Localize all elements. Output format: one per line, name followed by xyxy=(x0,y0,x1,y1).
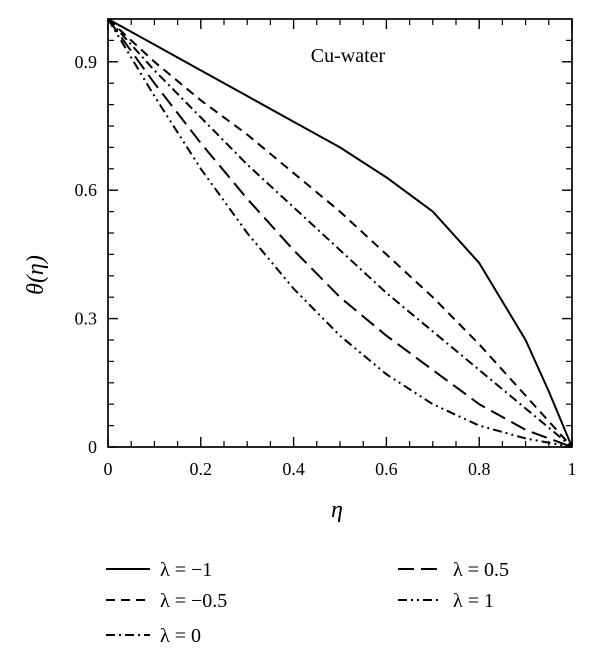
x-tick-label-1: 0 xyxy=(104,459,113,479)
x-ticks: 0 0.2 0.4 0.6 0.8 1 xyxy=(104,19,577,479)
series-line-1 xyxy=(107,18,573,448)
plot-frame xyxy=(107,18,573,448)
y-axis-label: θ(η) xyxy=(23,255,49,295)
x-tick-label-2: 0.2 xyxy=(190,459,213,479)
legend-label-5: λ = 1 xyxy=(453,590,494,612)
series-line-2 xyxy=(107,18,573,448)
chart-annotation: Cu-water xyxy=(311,45,386,67)
legend-label-3: λ = 0 xyxy=(160,625,201,647)
legend: λ = −1 λ = −0.5 λ = 0 λ = 0.5 λ = 1 xyxy=(106,559,509,647)
series-line-3 xyxy=(107,18,573,448)
x-tick-label-3: 0.4 xyxy=(282,459,305,479)
x-axis-label: η xyxy=(331,497,343,523)
y-tick-label-2: 0.3 xyxy=(75,309,98,329)
legend-label-4: λ = 0.5 xyxy=(453,559,509,581)
y-tick-label-4: 0.9 xyxy=(75,52,98,72)
x-tick-label-6: 1 xyxy=(568,459,577,479)
y-tick-label-1: 0 xyxy=(88,437,97,457)
plot-area xyxy=(107,18,573,448)
y-tick-label-3: 0.6 xyxy=(75,180,98,200)
y-ticks: 0 0.3 0.6 0.9 xyxy=(75,39,572,457)
x-tick-label-5: 0.8 xyxy=(468,459,491,479)
x-tick-label-4: 0.6 xyxy=(375,459,398,479)
series-line-5 xyxy=(107,18,573,448)
plot-lines xyxy=(107,18,573,448)
series-line-4 xyxy=(107,18,573,448)
legend-label-1: λ = −1 xyxy=(160,559,212,581)
legend-label-2: λ = −0.5 xyxy=(160,590,227,612)
